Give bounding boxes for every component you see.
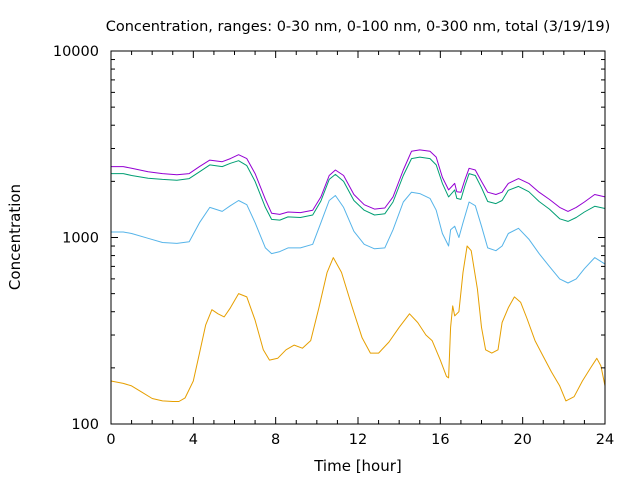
series-line-4 [110, 245, 606, 402]
x-tick-label: 20 [513, 432, 531, 448]
chart-title: Concentration, ranges: 0-30 nm, 0-100 nm… [106, 19, 611, 35]
x-axis-label: Time [hour] [313, 457, 402, 475]
series-line-1 [111, 149, 606, 215]
series-line-2 [111, 156, 606, 222]
x-tick-label: 12 [349, 432, 367, 448]
x-tick-label: 8 [271, 432, 280, 448]
x-tick-label: 24 [596, 432, 614, 448]
series-layer [110, 149, 606, 402]
x-tick-label: 4 [189, 432, 198, 448]
y-tick-label: 1000 [62, 231, 99, 247]
ticks-layer: 0 4 8 12 16 20 24 100 1000 10000 [53, 44, 614, 448]
series-line-3 [111, 191, 606, 284]
y-tick-label: 10000 [53, 44, 99, 60]
y-axis-label: Concentration [6, 184, 24, 290]
plot-frame [110, 50, 606, 425]
x-tick-label: 0 [106, 432, 115, 448]
x-tick-label: 16 [431, 432, 449, 448]
y-tick-label: 100 [71, 417, 99, 433]
